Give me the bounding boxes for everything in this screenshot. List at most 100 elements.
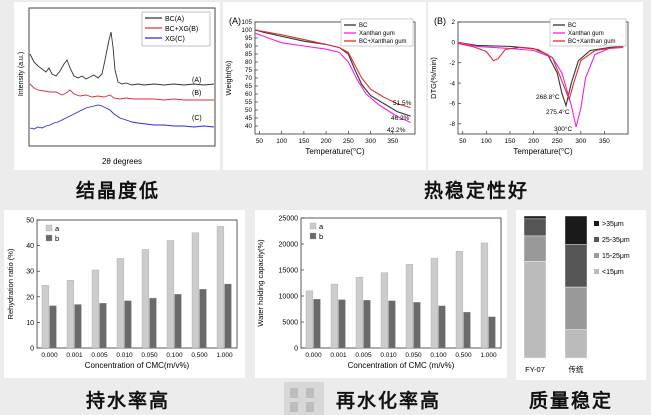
dtg-series-1 — [457, 41, 624, 128]
dtg-ytick-label: -4 — [449, 80, 455, 87]
rehydration-frame — [36, 219, 238, 349]
caption-quality: 质量稳定 — [529, 390, 614, 412]
water_holding-bar-a — [355, 277, 364, 349]
water_holding-bar-b — [463, 311, 471, 349]
rehydration-ytick-label: 40 — [26, 243, 34, 250]
rehydration-xtick-label: 0.010 — [116, 352, 133, 359]
water_holding-xtick-label: 1.000 — [480, 352, 497, 359]
dtg-xtick-label: 350 — [599, 138, 610, 145]
xrd-label-b: (B) — [192, 90, 201, 97]
tga-ytick-label: 75 — [245, 67, 253, 74]
rehydration-bar-a — [116, 258, 125, 349]
quality-bar-segment — [523, 215, 547, 220]
xrd-curve-a — [29, 31, 215, 86]
tga-xtick-label: 200 — [321, 138, 332, 145]
caption-crystallinity: 结晶度低 — [76, 180, 161, 202]
quality-bar-segment — [564, 329, 588, 359]
rehydration-bar-a — [66, 280, 75, 349]
dtg-ytick-label: -6 — [449, 101, 455, 108]
tga-ytick-label: 40 — [245, 123, 253, 130]
quality-xtick-label: 传统 — [569, 364, 584, 374]
tga-xtick-label: 300 — [365, 138, 376, 145]
water_holding-legend-swatch — [309, 232, 317, 240]
tga-annotation: 42.2% — [387, 127, 406, 134]
caption-water-holding: 持水率高 — [86, 390, 171, 412]
tga-xtick-label: 100 — [276, 138, 287, 145]
xrd-label-a: (A) — [192, 77, 201, 84]
dtg-ylabel: DTG(%/min) — [429, 57, 438, 99]
dtg-annotation: 275.4°C — [546, 108, 570, 116]
rehydration-bar-b — [199, 288, 207, 349]
rehydration-bar-b — [174, 294, 182, 349]
quality-bar-segment — [564, 286, 588, 330]
xrd-label-c: (C) — [192, 115, 202, 122]
water_holding-xtick-label: 0.500 — [455, 352, 472, 359]
dtg-xtick-label: 150 — [505, 138, 516, 145]
rehydration-bar-a — [141, 249, 150, 349]
dtg-xtick-label: 250 — [552, 138, 563, 145]
dtg-ytick-label: -8 — [449, 121, 455, 128]
quality-bar-segment — [564, 215, 588, 245]
quality-bar-segment — [523, 235, 547, 262]
quality-panel: FY-07 传统 >35μm 25-35μm 15-25μm <15μm — [516, 210, 646, 380]
dtg-series-0 — [457, 41, 624, 108]
rehydration-legend-label: a — [55, 224, 60, 233]
dtg-series-2 — [457, 42, 624, 102]
rehydration-xtick-label: 0.050 — [141, 352, 158, 359]
water_holding-bar-a — [480, 242, 489, 349]
tga-series-2 — [254, 29, 411, 109]
xrd-legend-c: XG(C) — [165, 36, 185, 43]
dtg-legend-label: Xanthan gum — [568, 31, 604, 37]
water_holding-xtick-label: 0.000 — [305, 352, 322, 359]
rehydration-ytick-label: 50 — [26, 218, 34, 225]
tga-xtick-label: 250 — [343, 138, 354, 145]
xrd-xlabel: 2θ degrees — [102, 157, 142, 166]
water_holding-bar-a — [305, 290, 314, 349]
dtg-ytick-label: 0 — [451, 40, 455, 47]
rehydration-ytick-label: 0 — [30, 346, 34, 353]
tga-panel-label: (A) — [229, 16, 241, 26]
water_holding-bar-b — [363, 300, 371, 349]
quality-bar-segment — [523, 261, 547, 359]
water_holding-ytick-label: 15000 — [279, 268, 299, 275]
tga-ytick-label: 80 — [245, 59, 253, 66]
water_holding-legend-label: a — [319, 222, 324, 231]
water-holding-chart: 0 5000 10000 15000 20000 25000 0.000 0.001 0.005… — [256, 216, 502, 370]
dtg-legend-label: BC — [568, 23, 577, 29]
quality-legend-label: 15-25μm — [602, 253, 630, 260]
water_holding-bar-b — [413, 302, 421, 349]
quality-legend-swatch — [594, 237, 599, 242]
tga-ytick-label: 60 — [245, 91, 253, 98]
dtg-annotation: 268.8°C — [536, 93, 560, 101]
water_holding-xtick-label: 0.005 — [355, 352, 372, 359]
water_holding-bar-b — [313, 298, 321, 349]
water_holding-frame — [300, 217, 502, 349]
quality-legend-swatch — [594, 269, 599, 274]
dtg-xtick-label: 50 — [459, 138, 467, 145]
rehydration-bar-a — [41, 285, 50, 349]
dtg-panel: (B) 50 100 150 200 250 300 350 -8 -6 -4 -2 0 2 Tempera… — [428, 2, 643, 170]
water_holding-ytick-label: 0 — [294, 346, 298, 353]
tga-xtick-label: 150 — [298, 138, 309, 145]
dtg-legend-label: BC+Xanthan gum — [568, 39, 616, 45]
water_holding-bar-a — [430, 257, 439, 349]
tga-legend-label: BC — [359, 23, 368, 29]
tga-series-0 — [254, 29, 411, 117]
rehydration-bar-a — [91, 269, 100, 349]
rehydration-chart: 0 10 20 30 40 50 0.000 0.001 0.005 0.010 0.050 0.10… — [6, 218, 238, 370]
rehydration-ytick-label: 30 — [26, 269, 34, 276]
quality-legend-label: 25-35μm — [602, 237, 630, 244]
water_holding-ylabel: Water holding capacity(%) — [256, 239, 265, 327]
tga-xlabel: Temperature(°C) — [305, 147, 365, 156]
tga-annotation: 46.2% — [391, 115, 410, 122]
dtg-ytick-label: 2 — [451, 19, 455, 26]
tga-xtick-label: 350 — [387, 138, 398, 145]
water_holding-bar-a — [380, 272, 389, 349]
dtg-xtick-label: 200 — [528, 138, 539, 145]
rehydration-xtick-label: 0.000 — [41, 352, 58, 359]
tga-ytick-label: 45 — [245, 115, 253, 122]
rehydration-bar-a — [216, 226, 225, 349]
caption-thermal: 热稳定性好 — [424, 180, 530, 202]
rehydration-bar-b — [99, 303, 107, 349]
rehydration-xtick-label: 0.500 — [191, 352, 208, 359]
